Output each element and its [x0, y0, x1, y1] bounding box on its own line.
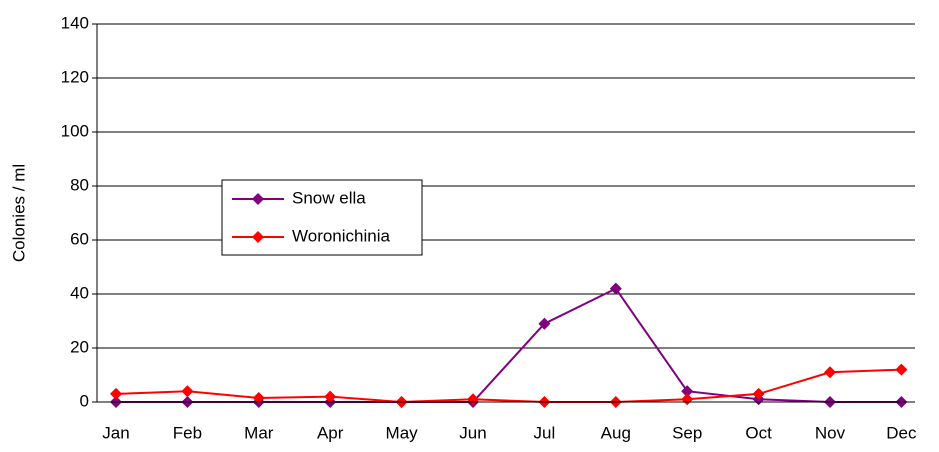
point	[538, 317, 551, 330]
x-tick-label: May	[386, 423, 419, 442]
y-tick-label: 80	[70, 175, 89, 194]
series-line	[116, 287, 902, 403]
x-tick-label: Sep	[672, 423, 702, 442]
y-tick-label: 100	[61, 121, 89, 140]
legend-box	[221, 179, 423, 256]
point	[110, 387, 122, 400]
series-line	[115, 368, 902, 404]
x-tick-label: Jun	[459, 423, 486, 442]
point	[895, 363, 908, 376]
x-tick-label: Jan	[102, 423, 129, 442]
point	[681, 385, 694, 398]
legend: Snow ella Woronichinia	[221, 179, 423, 256]
y-tick-label: 40	[70, 283, 89, 302]
legend-marker	[252, 193, 264, 205]
legend-label: Snow ella	[292, 188, 366, 207]
y-tick-label: 0	[80, 391, 89, 410]
point	[681, 393, 694, 406]
x-tick-label: Nov	[815, 423, 846, 442]
x-tick-label: Oct	[745, 423, 772, 442]
x-tick-label: Jul	[534, 423, 556, 442]
point	[324, 390, 337, 403]
legend-marker	[252, 231, 264, 243]
y-tick-label: 20	[70, 337, 89, 356]
point	[824, 366, 836, 379]
x-tick-label: Aug	[601, 423, 631, 442]
y-tick-label: 140	[61, 13, 89, 32]
point	[752, 387, 765, 400]
point	[181, 385, 194, 398]
y-tick-label: 120	[61, 67, 89, 86]
point	[609, 282, 622, 295]
x-tick-label: Apr	[317, 423, 344, 442]
y-tick-label: 60	[70, 229, 89, 248]
y-axis-label: Colonies / ml	[9, 164, 28, 262]
x-tick-label: Dec	[886, 423, 917, 442]
point	[252, 391, 265, 404]
legend-label: Woronichinia	[292, 226, 391, 245]
x-tick-label: Feb	[173, 423, 202, 442]
x-tick-label: Mar	[244, 423, 274, 442]
